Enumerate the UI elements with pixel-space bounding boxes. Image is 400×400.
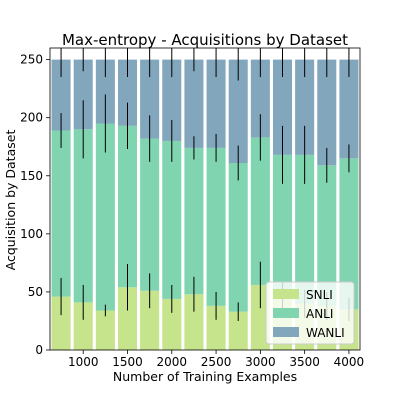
legend-label-wanli: WANLI — [306, 326, 345, 340]
bar-wanli-2750 — [228, 59, 248, 163]
x-tick-label-3500: 3500 — [289, 355, 320, 369]
bar-anli-2500 — [206, 147, 226, 306]
x-tick-label-1500: 1500 — [112, 355, 143, 369]
y-tick-label-0: 0 — [35, 343, 43, 357]
x-tick-label-2000: 2000 — [157, 355, 188, 369]
bar-anli-1250 — [95, 123, 115, 311]
bar-anli-3000 — [250, 137, 270, 285]
legend-label-anli: ANLI — [306, 307, 333, 321]
bar-snli-2250 — [184, 294, 204, 350]
bar-snli-1250 — [95, 310, 115, 350]
bar-anli-3500 — [295, 154, 315, 304]
bar-wanli-1750 — [140, 59, 160, 139]
legend: SNLI ANLI WANLI — [265, 281, 355, 345]
bar-wanli-3000 — [250, 59, 270, 138]
bar-wanli-1250 — [95, 59, 115, 124]
y-tick-label-250: 250 — [20, 53, 43, 67]
bar-wanli-2250 — [184, 59, 204, 148]
y-tick-label-50: 50 — [28, 285, 43, 299]
bar-anli-1750 — [140, 138, 160, 291]
bar-wanli-3250 — [272, 59, 293, 155]
x-tick-label-3000: 3000 — [245, 355, 276, 369]
bar-snli-3000 — [250, 284, 270, 350]
bar-snli-2500 — [206, 305, 226, 350]
y-tick-label-200: 200 — [20, 111, 43, 125]
bar-wanli-2500 — [206, 59, 226, 148]
bar-wanli-1500 — [117, 59, 138, 126]
bar-anli-3750 — [317, 165, 337, 306]
legend-swatch-wanli — [273, 327, 299, 337]
bar-wanli-3750 — [317, 59, 337, 166]
bar-anli-2250 — [184, 147, 204, 295]
bar-wanli-2000 — [162, 59, 182, 141]
bar-wanli-3500 — [295, 59, 315, 155]
bar-snli-1750 — [140, 290, 160, 350]
x-tick-label-4000: 4000 — [334, 355, 365, 369]
y-tick-label-100: 100 — [20, 227, 43, 241]
axes: 1000 1500 2000 2500 3000 3500 4000 0 50 100 150 200… — [20, 47, 365, 369]
bar-anli-4000 — [339, 158, 359, 310]
bar-wanli-750 — [51, 59, 71, 131]
bar-snli-1000 — [73, 302, 93, 350]
legend-swatch-anli — [273, 308, 299, 318]
bar-snli-1500 — [117, 287, 138, 350]
bar-anli-3250 — [272, 154, 293, 299]
legend-swatch-snli — [273, 289, 299, 299]
bar-snli-2000 — [162, 298, 182, 350]
y-tick-label-150: 150 — [20, 169, 43, 183]
bar-anli-2000 — [162, 140, 182, 299]
x-tick-label-1000: 1000 — [68, 355, 99, 369]
x-tick-label-2500: 2500 — [201, 355, 232, 369]
bar-anli-750 — [51, 130, 71, 297]
bar-anli-1000 — [73, 129, 93, 303]
bar-snli-2750 — [228, 311, 248, 350]
bar-anli-1500 — [117, 125, 138, 288]
bar-wanli-4000 — [339, 59, 359, 159]
bar-snli-750 — [51, 296, 71, 350]
plot-frame — [49, 47, 361, 351]
x-axis-label: Number of Training Examples — [113, 369, 297, 384]
chart-title: Max-entropy - Acquisitions by Dataset — [62, 31, 348, 49]
bar-wanli-1000 — [73, 59, 93, 130]
legend-label-snli: SNLI — [306, 288, 333, 302]
bar-anli-2750 — [228, 162, 248, 312]
y-axis-label: Acquisition by Dataset — [3, 130, 18, 271]
